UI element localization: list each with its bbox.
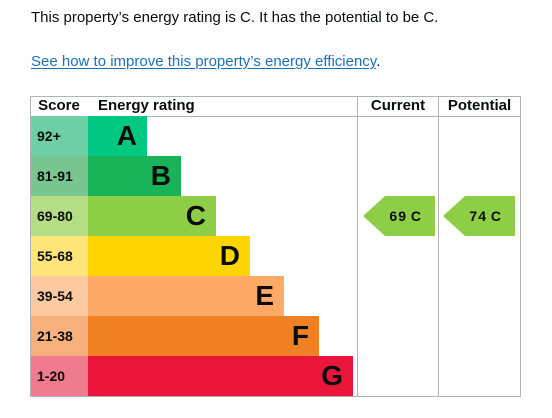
band-bar-c: C: [88, 196, 216, 236]
band-score-f: 21-38: [31, 316, 88, 356]
current-rating-value: 69: [389, 208, 407, 224]
band-score-a: 92+: [31, 116, 88, 156]
energy-rating-chart: Score Energy rating Current Potential 92…: [30, 96, 521, 397]
chart-divider-potential: [438, 96, 439, 397]
rating-summary: This property’s energy rating is C. It h…: [31, 9, 439, 26]
potential-rating-arrow: 74 C: [443, 196, 515, 236]
current-rating-arrow: 69 C: [363, 196, 435, 236]
chart-border-bottom: [30, 396, 521, 397]
chart-border-right: [520, 96, 521, 397]
header-score: Score: [38, 97, 80, 114]
band-score-b: 81-91: [31, 156, 88, 196]
header-current: Current: [370, 97, 426, 114]
band-bar-e: E: [88, 276, 284, 316]
improve-efficiency-link[interactable]: See how to improve this property’s energ…: [31, 53, 377, 70]
band-score-c: 69-80: [31, 196, 88, 236]
header-energy-rating: Energy rating: [98, 97, 195, 114]
improve-line: See how to improve this property’s energ…: [31, 53, 380, 71]
band-bar-b: B: [88, 156, 181, 196]
potential-rating-letter: C: [490, 208, 502, 224]
header-potential: Potential: [447, 97, 512, 114]
band-score-g: 1-20: [31, 356, 88, 396]
band-bar-g: G: [88, 356, 353, 396]
band-bar-d: D: [88, 236, 250, 276]
band-score-d: 55-68: [31, 236, 88, 276]
chart-border-top: [30, 96, 521, 97]
chart-border-left: [30, 96, 31, 397]
band-bar-a: A: [88, 116, 147, 156]
band-bar-f: F: [88, 316, 319, 356]
potential-rating-value: 74: [469, 208, 487, 224]
current-rating-letter: C: [410, 208, 422, 224]
band-score-e: 39-54: [31, 276, 88, 316]
improve-line-suffix: .: [376, 53, 381, 70]
chart-header-divider: [30, 116, 521, 117]
chart-divider-current: [357, 96, 358, 397]
